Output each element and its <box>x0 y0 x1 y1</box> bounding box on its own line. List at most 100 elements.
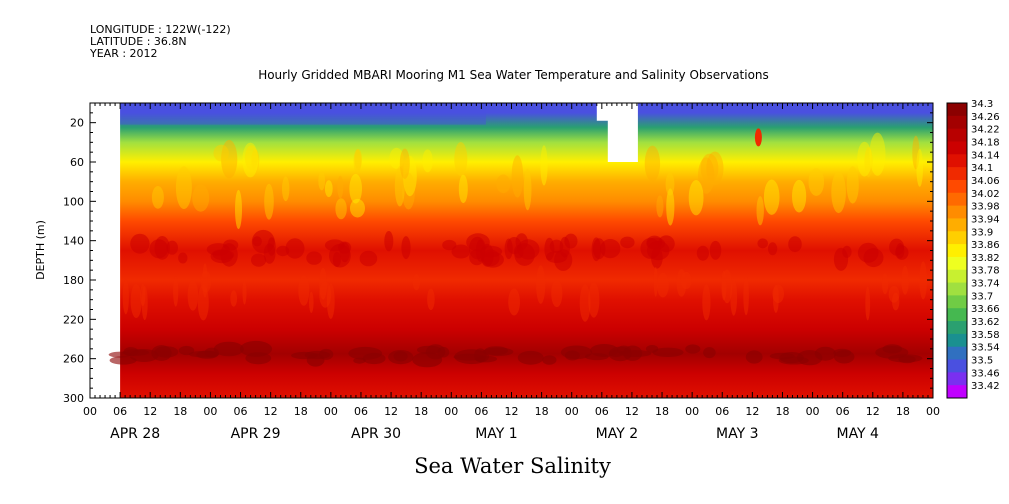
colorbar-label: 33.7 <box>971 291 993 302</box>
salinity-blob <box>745 350 763 364</box>
salinity-blob <box>685 344 701 354</box>
colorbar-swatch <box>947 359 967 373</box>
salinity-blob <box>756 196 764 226</box>
salinity-anomaly <box>754 128 762 147</box>
surface-fresh-layer <box>120 103 486 125</box>
salinity-blob <box>188 350 220 358</box>
salinity-blob <box>644 145 661 182</box>
salinity-blob <box>767 242 778 256</box>
salinity-blob <box>579 284 591 322</box>
colorbar-label: 33.58 <box>971 330 1000 341</box>
salinity-blob <box>542 355 557 365</box>
salinity-blob <box>507 237 522 255</box>
salinity-blob <box>666 188 675 226</box>
salinity-blob <box>220 243 238 267</box>
salinity-blob <box>657 272 669 298</box>
variable-title: Sea Water Salinity <box>414 454 611 478</box>
salinity-blob <box>833 247 849 271</box>
salinity-blob <box>560 345 593 360</box>
salinity-blob <box>384 231 394 252</box>
x-tick-label: 12 <box>625 405 639 418</box>
salinity-blob <box>354 149 362 170</box>
colorbar-swatch <box>947 167 967 181</box>
salinity-blob <box>252 236 262 247</box>
salinity-blob <box>919 261 927 300</box>
x-tick-label: 12 <box>384 405 398 418</box>
salinity-blob <box>833 350 855 364</box>
salinity-blob <box>857 242 879 263</box>
x-tick-label: 00 <box>324 405 338 418</box>
x-tick-label: 06 <box>354 405 368 418</box>
salinity-blob <box>359 250 378 267</box>
salinity-blob <box>846 166 859 204</box>
y-tick-label: 180 <box>63 274 84 287</box>
x-tick-label: 00 <box>565 405 579 418</box>
salinity-blob <box>306 251 322 265</box>
salinity-blob <box>458 174 468 204</box>
colorbar-label: 33.94 <box>971 214 1000 225</box>
colorbar-swatch <box>947 179 967 194</box>
x-tick-label: 00 <box>806 405 820 418</box>
salinity-blob <box>154 346 179 358</box>
salinity-blob <box>895 245 909 260</box>
salinity-blob <box>702 284 711 321</box>
salinity-blob <box>319 281 332 308</box>
salinity-blob <box>763 179 780 215</box>
colorbar-frame <box>946 102 968 399</box>
colorbar-swatch <box>947 295 967 309</box>
salinity-blob <box>353 149 362 174</box>
y-axis: 20 60 100 140 180 220 260 300 <box>63 112 933 405</box>
salinity-blob <box>324 180 333 198</box>
salinity-blob <box>814 346 836 361</box>
salinity-blob <box>263 243 276 264</box>
salinity-blob <box>251 149 260 173</box>
y-tick-label: 220 <box>63 313 84 326</box>
salinity-blob <box>244 145 258 171</box>
salinity-blob <box>403 155 417 197</box>
colorbar-swatch <box>947 115 967 130</box>
salinity-blob <box>337 175 344 199</box>
salinity-blob <box>479 245 503 258</box>
salinity-blob <box>173 276 179 307</box>
salinity-blob <box>772 284 784 304</box>
x-tick-label: 12 <box>143 405 157 418</box>
salinity-blob <box>276 245 290 257</box>
salinity-blob <box>221 139 238 179</box>
colorbar-swatch <box>947 385 967 399</box>
x-day-label: APR 30 <box>351 426 401 442</box>
x-tick-label: 06 <box>836 405 850 418</box>
salinity-blob <box>412 274 421 291</box>
salinity-blob <box>517 239 540 260</box>
x-tick-label: 06 <box>715 405 729 418</box>
missing-data-gap <box>596 103 638 162</box>
x-tick-label: 12 <box>866 405 880 418</box>
salinity-blob <box>251 253 267 267</box>
salinity-blob <box>688 180 704 216</box>
x-tick-label: 18 <box>655 405 669 418</box>
salinity-blob <box>332 252 341 267</box>
x-day-label: MAY 2 <box>596 426 638 442</box>
colorbar-swatch <box>947 321 967 335</box>
salinity-blob <box>619 350 652 357</box>
salinity-blob <box>349 173 363 204</box>
salinity-blob <box>551 279 563 308</box>
x-tick-label: 06 <box>474 405 488 418</box>
x-tick-label: 12 <box>505 405 519 418</box>
x-day-label: APR 28 <box>110 426 160 442</box>
colorbar-label: 34.22 <box>971 125 1000 136</box>
salinity-blob <box>454 142 468 176</box>
x-tick-label: 00 <box>444 405 458 418</box>
salinity-blob <box>178 252 188 264</box>
colorbar-label: 33.74 <box>971 279 1000 290</box>
colorbar-label: 33.82 <box>971 253 1000 264</box>
salinity-blob <box>703 347 716 359</box>
colorbar-label: 33.5 <box>971 356 993 367</box>
x-tick-label: 18 <box>173 405 187 418</box>
salinity-blob <box>245 352 272 365</box>
salinity-blob <box>700 153 719 183</box>
salinity-blob <box>653 266 658 297</box>
salinity-blob <box>721 270 727 301</box>
salinity-blob <box>130 233 150 254</box>
salinity-blob <box>792 179 807 213</box>
